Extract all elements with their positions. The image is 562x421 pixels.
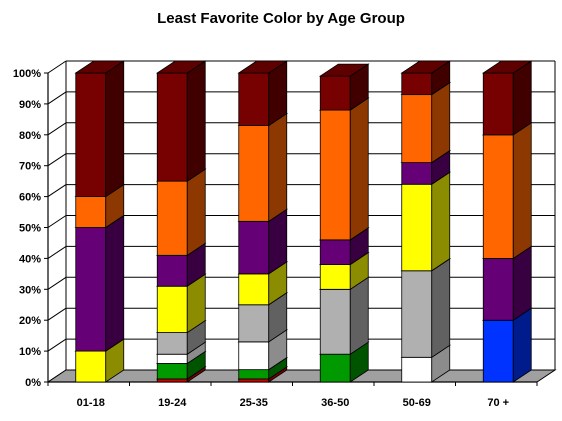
bar-segment-side bbox=[186, 168, 206, 257]
bar-segment bbox=[75, 227, 107, 352]
x-tick-label: 25-35 bbox=[240, 397, 268, 409]
side-gridline bbox=[47, 338, 67, 352]
bar-segment-side bbox=[349, 276, 369, 355]
bar-segment bbox=[238, 378, 270, 383]
side-gridline bbox=[47, 245, 67, 259]
side-gridline bbox=[47, 276, 67, 290]
chart-floor bbox=[46, 369, 557, 383]
bar-segment-top bbox=[237, 60, 289, 74]
bar-segment bbox=[156, 378, 188, 383]
y-tick-label: 100% bbox=[13, 68, 41, 80]
bar-segment bbox=[401, 183, 433, 272]
bar-segment bbox=[238, 72, 270, 126]
side-gridline bbox=[47, 122, 67, 136]
bar-segment bbox=[319, 264, 351, 290]
bar-segment-top bbox=[74, 60, 126, 74]
y-tick-label: 30% bbox=[19, 284, 41, 296]
bar-segment bbox=[75, 196, 107, 228]
bar-segment-side bbox=[105, 60, 125, 198]
bar-segment-side bbox=[105, 214, 125, 352]
bar-segment-top bbox=[318, 63, 370, 77]
bar-segment bbox=[75, 350, 107, 383]
bar-segment bbox=[401, 270, 433, 358]
bar-segment bbox=[156, 363, 188, 380]
y-tick-label: 50% bbox=[19, 223, 41, 235]
bar-segment bbox=[319, 288, 351, 355]
bar-segment bbox=[482, 72, 514, 136]
y-tick-label: 80% bbox=[19, 130, 41, 142]
bar-segment bbox=[238, 220, 270, 275]
bar-segment-side bbox=[349, 97, 369, 241]
bar-segment bbox=[156, 332, 188, 355]
y-tick-label: 40% bbox=[19, 253, 41, 265]
bar-segment bbox=[319, 353, 351, 383]
chart-title: Least Favorite Color by Age Group bbox=[157, 10, 405, 27]
side-gridline bbox=[47, 153, 67, 167]
bar-segment-side bbox=[512, 307, 532, 383]
bar-segment bbox=[401, 162, 433, 185]
bar-segment-side bbox=[431, 258, 451, 359]
bar-segment bbox=[482, 319, 514, 383]
y-tick-label: 20% bbox=[19, 315, 41, 327]
bar-segment bbox=[482, 134, 514, 259]
x-tick-label: 01-18 bbox=[77, 397, 105, 409]
bar-segment bbox=[156, 285, 188, 333]
bar-segment bbox=[156, 72, 188, 182]
side-gridline bbox=[47, 307, 67, 321]
bar-segment bbox=[238, 125, 270, 222]
side-gridline bbox=[47, 184, 67, 198]
bar-segment-side bbox=[268, 112, 288, 223]
bar-segment bbox=[156, 254, 188, 287]
bar-segment-top bbox=[481, 60, 533, 74]
y-tick-label: 10% bbox=[19, 346, 41, 358]
bar-segment bbox=[401, 94, 433, 164]
bar-segment bbox=[238, 273, 270, 306]
side-gridline bbox=[47, 60, 67, 74]
bar-segment-side bbox=[186, 60, 206, 182]
x-tick-label: 19-24 bbox=[158, 397, 187, 409]
y-tick-label: 90% bbox=[19, 99, 41, 111]
bar-segment bbox=[238, 369, 270, 380]
x-tick-label: 50-69 bbox=[403, 397, 431, 409]
bar-segment bbox=[401, 72, 433, 96]
bar-segment bbox=[238, 304, 270, 343]
bar-segment bbox=[401, 356, 433, 383]
bar-segment bbox=[156, 353, 188, 364]
side-gridline bbox=[47, 215, 67, 228]
bar-segment bbox=[156, 180, 188, 256]
bar-segment-top bbox=[155, 60, 207, 74]
bar-segment-side bbox=[512, 60, 532, 136]
x-tick-label: 36-50 bbox=[321, 397, 349, 409]
bar-segment bbox=[319, 109, 351, 241]
bar-segment bbox=[319, 75, 351, 111]
bar-segment-side bbox=[512, 245, 532, 321]
bar-segment-top bbox=[400, 60, 452, 74]
y-tick-label: 0% bbox=[25, 377, 41, 389]
bar-segment-side bbox=[512, 122, 532, 260]
bar-segment bbox=[75, 72, 107, 197]
bar-segment-side bbox=[431, 171, 451, 272]
y-tick-label: 70% bbox=[19, 161, 41, 173]
bar-segment-side bbox=[431, 81, 451, 164]
bar-segment bbox=[482, 257, 514, 321]
bar-segment bbox=[238, 341, 270, 371]
bar-segment bbox=[319, 239, 351, 265]
x-tick-label: 70 + bbox=[487, 397, 509, 409]
y-tick-label: 60% bbox=[19, 192, 41, 204]
side-gridline bbox=[47, 91, 67, 105]
